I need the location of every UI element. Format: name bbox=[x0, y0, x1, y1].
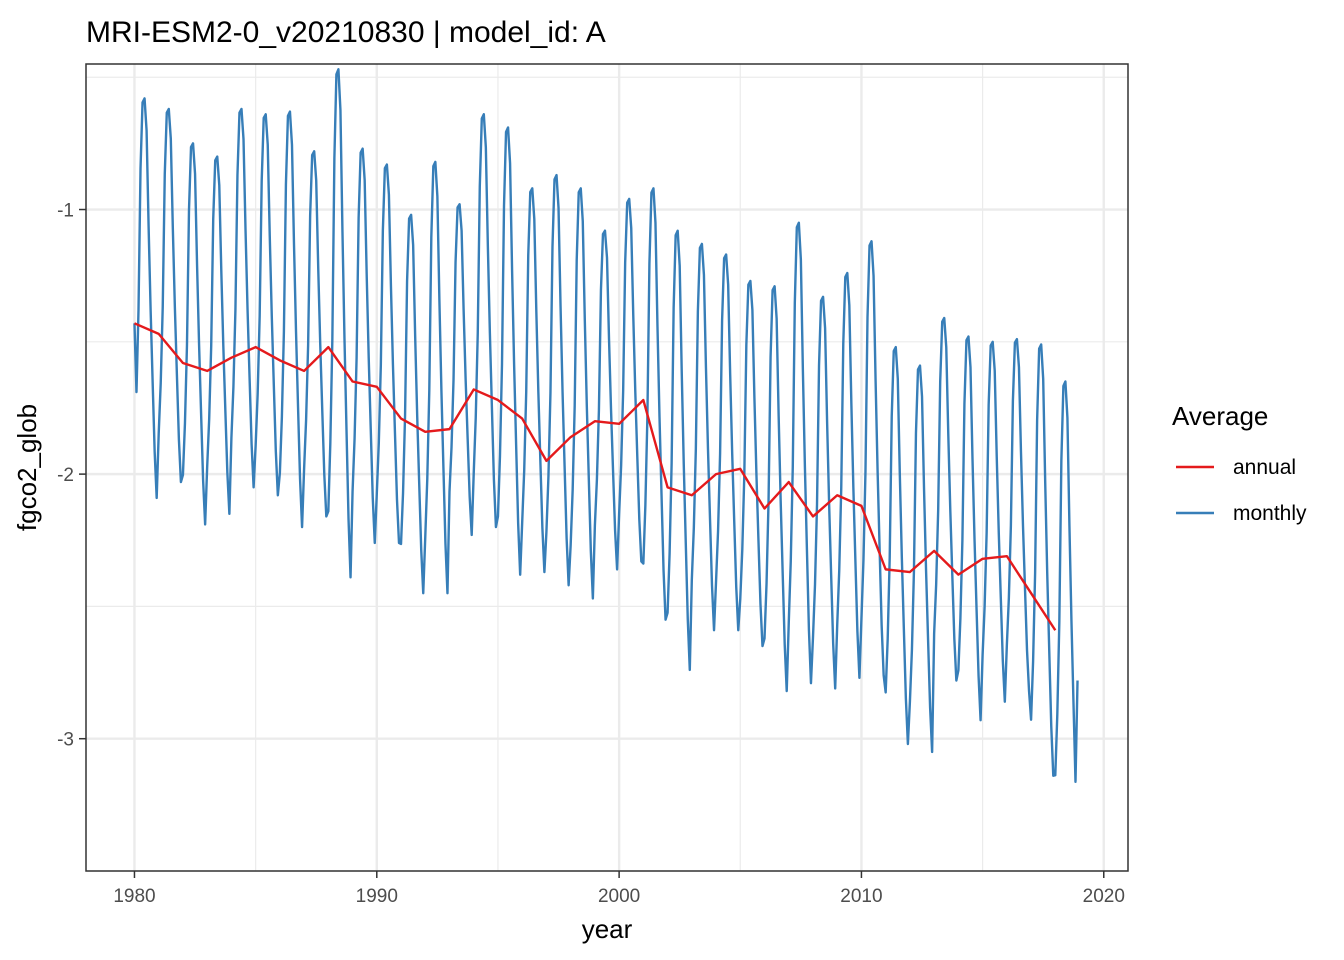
legend-title: Average bbox=[1172, 401, 1268, 431]
y-axis-title: fgco2_glob bbox=[12, 404, 42, 531]
series-line-monthly bbox=[133, 68, 1079, 784]
series-line-annual bbox=[133, 322, 1057, 631]
legend-item-monthly: monthly bbox=[1176, 502, 1307, 525]
y-axis: -1 -2 -3 bbox=[57, 201, 86, 751]
panel-border bbox=[85, 63, 1129, 872]
chart-title: MRI-ESM2-0_v20210830 | model_id: A bbox=[86, 16, 606, 49]
x-tick-label: 2000 bbox=[598, 886, 640, 907]
legend-label: monthly bbox=[1233, 502, 1307, 525]
x-tick-label: 1980 bbox=[113, 886, 155, 907]
legend-item-annual: annual bbox=[1176, 456, 1296, 479]
y-tick-label: -2 bbox=[57, 465, 74, 486]
x-tick-label: 2020 bbox=[1083, 886, 1125, 907]
legend-label: annual bbox=[1233, 456, 1296, 479]
x-tick-label: 1990 bbox=[356, 886, 398, 907]
plot-panel bbox=[85, 63, 1129, 872]
x-tick-label: 2010 bbox=[840, 886, 882, 907]
panel-background bbox=[86, 64, 1128, 871]
legend: Average annual monthly bbox=[1172, 401, 1307, 525]
x-axis-title: year bbox=[582, 914, 633, 944]
y-tick-label: -3 bbox=[57, 730, 74, 751]
y-tick-label: -1 bbox=[57, 201, 74, 222]
x-axis: 1980 1990 2000 2010 2020 bbox=[113, 871, 1125, 907]
